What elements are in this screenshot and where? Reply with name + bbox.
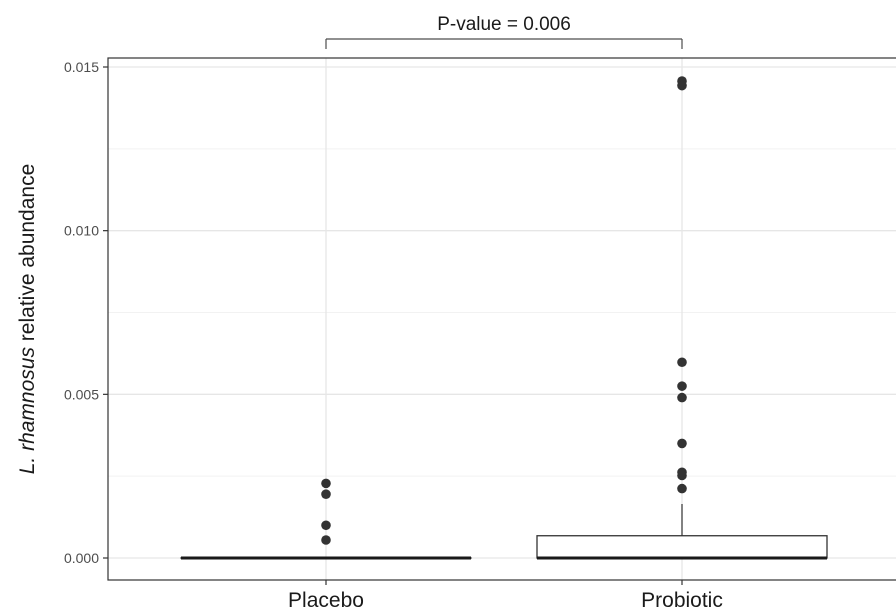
outlier-point xyxy=(677,80,687,91)
y-axis-label: L. rhamnosus relative abundance xyxy=(16,164,39,475)
box-probiotic xyxy=(536,76,828,560)
y-tick-label: 0.005 xyxy=(64,386,99,402)
x-tick-label: Placebo xyxy=(288,589,364,612)
y-tick-label: 0.000 xyxy=(64,550,99,566)
boxes xyxy=(180,76,828,560)
outlier-point xyxy=(677,483,687,494)
outlier-point xyxy=(677,381,687,391)
outlier-point xyxy=(321,535,331,545)
box-placebo xyxy=(180,478,472,560)
outlier-point xyxy=(677,470,687,481)
outlier-point xyxy=(321,520,331,531)
y-axis-label-species: L. rhamnosus xyxy=(16,347,39,475)
grid-lines xyxy=(108,58,896,580)
outlier-point xyxy=(321,489,331,499)
p-value-annotation: P-value = 0.006 xyxy=(437,14,571,35)
y-axis-ticks: 0.000 0.005 0.010 0.015 xyxy=(64,59,108,566)
x-axis-ticks: Placebo Probiotic xyxy=(288,580,723,612)
outlier-point xyxy=(677,438,687,449)
outlier-point xyxy=(677,357,687,368)
significance-bracket xyxy=(325,38,683,49)
outlier-point xyxy=(321,478,331,489)
plot-panel-border xyxy=(107,57,896,581)
y-tick-label: 0.015 xyxy=(64,59,99,75)
x-tick-label: Probiotic xyxy=(641,589,723,612)
y-tick-label: 0.010 xyxy=(64,223,99,239)
iqr-box xyxy=(536,535,828,559)
outlier-point xyxy=(677,392,687,403)
y-axis-label-rest: relative abundance xyxy=(16,164,39,347)
